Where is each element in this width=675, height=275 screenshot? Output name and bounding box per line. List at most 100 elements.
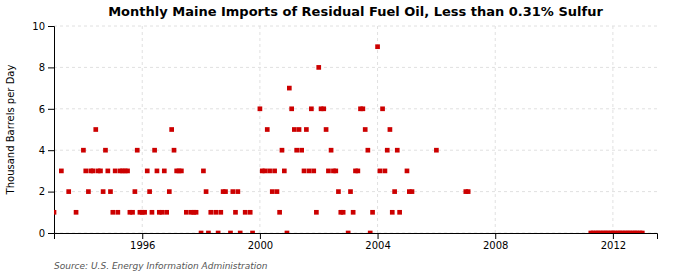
point	[162, 169, 167, 174]
point	[466, 189, 471, 194]
tick-mark	[48, 67, 54, 68]
tick-mark	[48, 150, 54, 151]
point	[74, 210, 79, 215]
point	[304, 127, 309, 132]
point	[311, 169, 316, 174]
point	[133, 189, 138, 194]
point	[392, 189, 397, 194]
point	[115, 210, 120, 215]
point	[380, 106, 385, 111]
point	[390, 210, 395, 215]
point	[326, 169, 331, 174]
tick-label: 6	[39, 104, 45, 115]
tick: 10	[32, 21, 54, 32]
point	[395, 148, 400, 153]
tick-mark	[378, 233, 379, 239]
tick-label: 2008	[483, 240, 508, 251]
point	[316, 65, 321, 70]
point	[201, 169, 206, 174]
point	[324, 127, 329, 132]
tick-mark	[495, 233, 496, 239]
point	[299, 148, 304, 153]
point	[280, 148, 285, 153]
point	[363, 127, 368, 132]
point	[640, 231, 645, 233]
title: Monthly Maine Imports of Residual Fuel O…	[108, 4, 603, 19]
tick: 8	[39, 62, 54, 73]
point	[351, 210, 356, 215]
point	[101, 189, 106, 194]
point	[238, 231, 243, 233]
point	[366, 148, 371, 153]
tick-label: 1996	[130, 240, 155, 251]
point	[375, 44, 380, 49]
point	[150, 210, 155, 215]
tick-label: 2000	[248, 240, 273, 251]
point	[361, 106, 366, 111]
point	[142, 210, 147, 215]
tick-mark	[142, 233, 143, 239]
point	[108, 189, 113, 194]
axis-line	[48, 27, 55, 234]
tick-label: 8	[39, 62, 45, 73]
grid-line	[259, 26, 260, 233]
point	[204, 189, 209, 194]
point	[179, 169, 184, 174]
tick: 2000	[248, 233, 273, 251]
tick: 6	[39, 104, 54, 115]
tick-mark	[48, 192, 54, 193]
point	[135, 148, 140, 153]
point	[397, 210, 402, 215]
point	[206, 231, 211, 233]
annotation: Source: U.S. Energy Information Administ…	[54, 261, 268, 271]
tick-label: 2004	[365, 240, 390, 251]
y-axis-title: Thousand Barrels per Day	[5, 65, 16, 196]
point	[54, 210, 56, 215]
point	[370, 210, 375, 215]
plot-area: 199620002004200820120246810	[32, 21, 657, 251]
point	[243, 210, 248, 215]
point	[287, 86, 292, 91]
point	[385, 148, 390, 153]
point	[152, 148, 157, 153]
point	[297, 127, 302, 132]
tick-mark	[48, 26, 54, 27]
point	[314, 210, 319, 215]
point	[59, 169, 64, 174]
point	[233, 210, 238, 215]
point	[83, 169, 88, 174]
grid-line	[54, 108, 657, 109]
y-axis: 0246810	[32, 21, 54, 239]
point	[145, 169, 150, 174]
point	[110, 210, 115, 215]
point	[66, 189, 71, 194]
point	[383, 169, 388, 174]
tick: 2004	[365, 233, 390, 251]
point	[265, 127, 270, 132]
point	[218, 210, 223, 215]
point	[270, 189, 275, 194]
point	[388, 127, 393, 132]
point	[285, 231, 290, 233]
point	[267, 169, 272, 174]
point	[302, 169, 307, 174]
point	[160, 210, 165, 215]
tick-label: 2012	[601, 240, 626, 251]
point	[294, 148, 299, 153]
tick-label: 4	[39, 145, 45, 156]
point	[275, 189, 280, 194]
point	[307, 169, 312, 174]
point	[103, 148, 108, 153]
point	[263, 169, 268, 174]
point	[223, 189, 228, 194]
point	[81, 148, 86, 153]
tick-mark	[48, 233, 54, 234]
point	[130, 210, 135, 215]
points	[54, 44, 645, 233]
point	[105, 169, 110, 174]
tick: 0	[39, 228, 54, 239]
point	[91, 169, 96, 174]
grid-line	[377, 26, 378, 233]
point	[216, 231, 221, 233]
point	[258, 106, 263, 111]
